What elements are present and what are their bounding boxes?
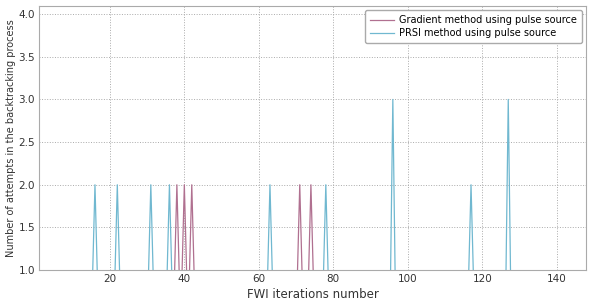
PRSI method using pulse source [94,268,101,272]
X-axis label: FWI iterations number: FWI iterations number [247,289,379,301]
Y-axis label: Number of attempts in the backtracking process: Number of attempts in the backtracking p… [5,19,15,257]
Line: PRSI method using pulse source: PRSI method using pulse source [93,185,97,270]
Line: Gradient method using pulse source: Gradient method using pulse source [175,185,179,270]
Gradient method using pulse source [173,183,181,187]
PRSI method using pulse source [91,183,98,187]
Legend: Gradient method using pulse source, PRSI method using pulse source: Gradient method using pulse source, PRSI… [365,10,581,43]
Gradient method using pulse source [176,268,183,272]
PRSI method using pulse source [89,268,96,272]
Gradient method using pulse source [171,268,178,272]
